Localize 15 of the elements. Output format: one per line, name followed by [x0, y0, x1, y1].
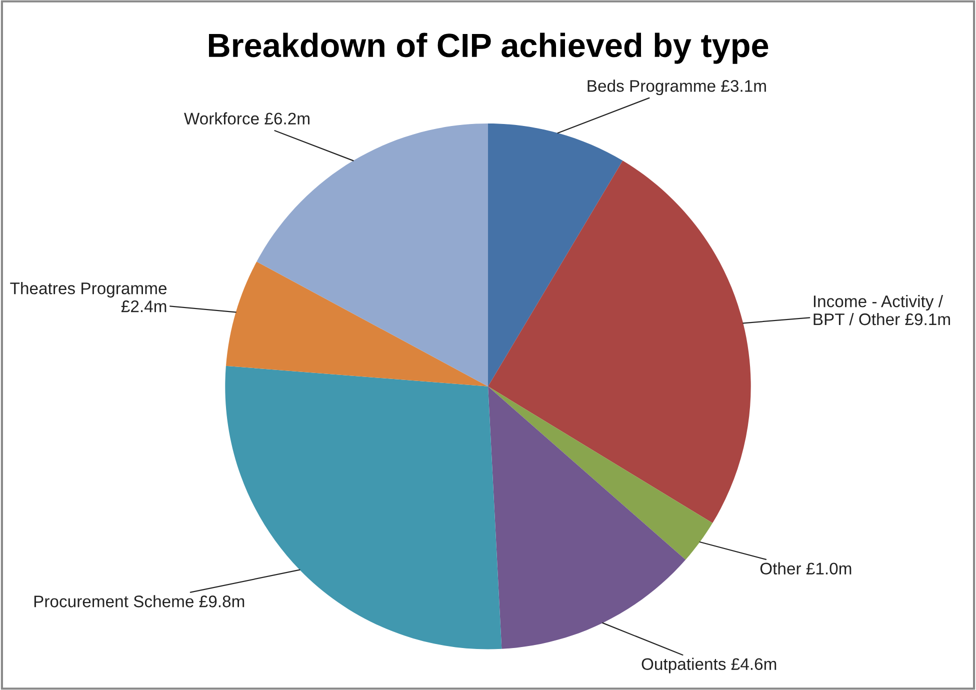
pie-slice [226, 262, 488, 386]
slice-label: Procurement Scheme £9.8m [34, 595, 244, 608]
pie-slice [488, 160, 751, 524]
chart-title: Breakdown of CIP achieved by type [208, 32, 768, 64]
pie-slice [488, 386, 686, 649]
pie-slice [488, 386, 713, 560]
data-label: £2.4m [121, 300, 166, 312]
pie-slice [488, 124, 623, 386]
slice-label: Other £1.0m [760, 562, 852, 574]
slice-label: Outpatients £4.6m [642, 658, 776, 674]
slice-label: Theatres Programme [10, 282, 167, 298]
slice-label: Income - Activity / BPT / Other £9.1m [814, 295, 950, 326]
slice-label: Workforce £6.2m [184, 112, 310, 125]
pie-slice [256, 124, 488, 386]
slice-label: Beds Programme £3.1m [588, 80, 766, 96]
